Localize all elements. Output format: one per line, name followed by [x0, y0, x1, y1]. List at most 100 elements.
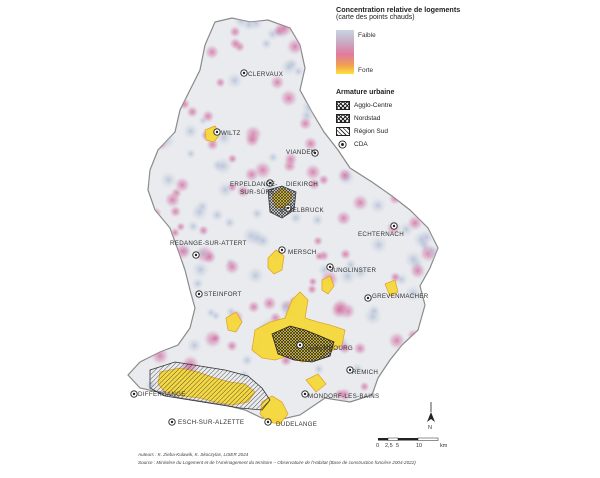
hotspot-blob [132, 302, 150, 320]
hotspot-blob [210, 207, 225, 223]
hotspot-blob [267, 151, 279, 164]
hotspot-blob [146, 334, 160, 349]
hotspot-blob [395, 160, 407, 171]
hotspot-blob [135, 157, 151, 173]
svg-text:5: 5 [396, 443, 399, 449]
hotspot-blob [306, 283, 318, 295]
hotspot-blob [250, 207, 264, 221]
hotspot-blob [400, 25, 414, 39]
hotspot-blob [261, 295, 278, 312]
hotspot-blob [214, 76, 226, 89]
diagonal-swatch-icon [336, 127, 350, 136]
hotspot-blob [186, 337, 203, 354]
dots-swatch-icon [336, 114, 350, 123]
cda-dot-icon [298, 343, 302, 347]
hotspot-blob [269, 74, 286, 91]
hotspot-blob [226, 181, 238, 193]
hotspot-blob [128, 298, 142, 319]
city-label-esch: ESCH-SUR-ALZETTE [178, 419, 244, 426]
hotspot-blob [191, 260, 210, 279]
hotspot-blob [329, 300, 349, 320]
hotspot-blob [225, 71, 244, 90]
hotspot-blob [162, 36, 176, 50]
hotspot-blob [154, 70, 174, 90]
hotspot-blob [351, 362, 364, 375]
north-arrow-icon: N [427, 402, 435, 431]
hotspot-blob [399, 36, 413, 49]
city-label-grevenmacher: GREVENMACHER [372, 293, 429, 300]
hotspot-blob [314, 251, 325, 262]
hotspot-blob [338, 267, 357, 286]
hotspot-blob [414, 145, 431, 162]
svg-text:2,5: 2,5 [385, 443, 393, 449]
hotspot-blob [186, 219, 200, 233]
hotspot-blob [184, 18, 200, 27]
hotspot-blob [369, 136, 387, 155]
hotspot-blob [147, 315, 162, 330]
city-label-differdange: DIFFERDANGE [138, 391, 186, 398]
hotspot-blob [389, 271, 402, 284]
hotspot-blob [298, 116, 313, 131]
hotspot-blob [225, 339, 239, 353]
hotspot-blob [213, 156, 233, 176]
legend: Concentration relative de logements (car… [336, 5, 486, 149]
hotspot-blob [194, 18, 209, 29]
footer-source: Source : Ministère du Logement et de l'A… [138, 460, 416, 465]
crosshatch-swatch-icon [336, 101, 350, 110]
ring-symbol-icon [338, 140, 347, 149]
city-label-dudelange: DUDELANGE [276, 421, 317, 428]
hotspot-blob [422, 297, 438, 317]
legend-armature-title: Armature urbaine [336, 89, 395, 96]
hotspot-blob [431, 134, 438, 151]
hotspot-blob [388, 29, 403, 45]
hotspot-blob [244, 131, 261, 148]
hotspot-blob [395, 405, 409, 419]
hotspot-blob [317, 173, 330, 186]
cda-dot-icon [132, 392, 136, 396]
hotspot-blob [153, 217, 166, 230]
hotspot-blob [356, 148, 367, 159]
hotspot-blob [246, 266, 265, 285]
cda-dot-icon [266, 420, 270, 424]
hotspot-blob [409, 370, 424, 385]
cda-dot-icon [313, 151, 317, 155]
hotspot-blob [400, 100, 419, 118]
hotspot-blob [402, 96, 417, 112]
cda-dot-icon [215, 130, 219, 134]
hotspot-blob [204, 44, 220, 60]
svg-text:km: km [440, 443, 448, 449]
city-label-remich: REMICH [352, 369, 378, 376]
hotspot-blob [158, 263, 174, 278]
hotspot-blob [430, 132, 438, 144]
hotspot-blob [306, 91, 319, 104]
city-label-vianden: VIANDEN [286, 149, 316, 156]
hotspot-blob [352, 341, 368, 356]
hotspot-blob [307, 276, 318, 287]
legend-title: Concentration relative de logements [336, 5, 461, 14]
hotspot-blob [411, 390, 425, 404]
cda-dot-icon [197, 292, 201, 296]
hotspot-blob [300, 99, 318, 116]
svg-text:0: 0 [376, 443, 379, 449]
cda-dot-icon [170, 420, 174, 424]
hotspot-blob [228, 25, 242, 39]
hotspot-blob [395, 97, 415, 117]
hotspot-blob [409, 262, 427, 280]
hotspot-blob [425, 245, 437, 257]
hotspot-blob [337, 167, 353, 183]
hotspot-blob [417, 96, 435, 113]
hotspot-blob [367, 304, 381, 318]
hotspot-blob [145, 30, 159, 44]
cda-dot-icon [348, 368, 352, 372]
hotspot-blob [243, 166, 260, 183]
city-label-sur-sure: SUR-SÛRE [240, 189, 275, 196]
cda-dot-icon [280, 248, 284, 252]
hotspot-blob [175, 221, 186, 232]
hotspot-blob [146, 311, 165, 330]
hotspot-blob [279, 58, 298, 76]
hotspot-blob [393, 75, 408, 90]
hotspot-blob [316, 406, 327, 417]
hotspot-blob [163, 191, 182, 209]
